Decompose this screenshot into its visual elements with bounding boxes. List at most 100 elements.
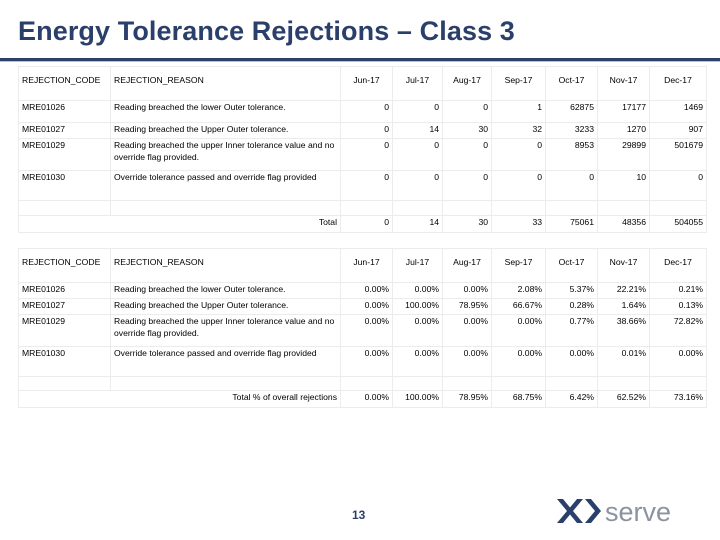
empty-cell [649, 200, 707, 216]
logo-wordmark: serve [605, 497, 671, 527]
total-row: Total % of overall rejections 0.00% 100.00… [18, 390, 707, 408]
rejection-reason: Reading breached the Upper Outer toleran… [110, 298, 341, 315]
table-cell: 10 [597, 170, 650, 201]
table-cell: 0.00% [442, 282, 492, 299]
table-cell: 0 [340, 100, 393, 123]
table-row: MRE01029 Reading breached the upper Inner… [18, 138, 707, 171]
empty-cell [442, 200, 492, 216]
empty-cell [442, 376, 492, 391]
rejection-code: MRE01030 [18, 346, 111, 377]
table-cell: 2.08% [491, 282, 546, 299]
table-cell: 1469 [649, 100, 707, 123]
total-value: 73.16% [649, 390, 707, 408]
table-cell: 0.00% [392, 282, 443, 299]
table-header-row: REJECTION_CODE REJECTION_REASON Jun-17 Jul-… [18, 66, 707, 101]
table-cell: 30 [442, 122, 492, 139]
rejection-reason: Reading breached the lower Outer toleran… [110, 100, 341, 123]
rejection-reason: Reading breached the lower Outer toleran… [110, 282, 341, 299]
table-cell: 0.00% [340, 282, 393, 299]
total-value: 68.75% [491, 390, 546, 408]
table-cell: 0 [442, 138, 492, 171]
table-cell: 0.00% [649, 346, 707, 377]
table-cell: 0.00% [491, 346, 546, 377]
table-cell: 0.00% [442, 314, 492, 347]
empty-cell [491, 200, 546, 216]
table-cell: 0.28% [545, 298, 598, 315]
column-header: Dec-17 [649, 66, 707, 101]
table-cell: 0 [392, 170, 443, 201]
column-header: REJECTION_CODE [18, 66, 111, 101]
total-value: 0.00% [340, 390, 393, 408]
empty-cell [340, 376, 393, 391]
column-header: Jun-17 [340, 248, 393, 283]
empty-cell [545, 376, 598, 391]
empty-cell [597, 200, 650, 216]
rejection-counts-table: REJECTION_CODE REJECTION_REASON Jun-17 Jul-… [18, 66, 707, 233]
rejection-code: MRE01029 [18, 138, 111, 171]
empty-cell [18, 200, 111, 216]
column-header: Jul-17 [392, 248, 443, 283]
table-cell: 0.00% [545, 346, 598, 377]
empty-cell [649, 376, 707, 391]
column-header: Jun-17 [340, 66, 393, 101]
table-cell: 1 [491, 100, 546, 123]
table-cell: 0 [392, 138, 443, 171]
empty-cell [392, 200, 443, 216]
table-row: MRE01029 Reading breached the upper Inner… [18, 314, 707, 347]
spacer-row [18, 376, 707, 391]
table-cell: 0 [392, 100, 443, 123]
spacer-row [18, 200, 707, 216]
table-cell: 0.00% [491, 314, 546, 347]
table-cell: 0 [491, 138, 546, 171]
total-value: 48356 [597, 215, 650, 233]
empty-cell [392, 376, 443, 391]
column-header: Jul-17 [392, 66, 443, 101]
table-cell: 0.01% [597, 346, 650, 377]
total-value: 33 [491, 215, 546, 233]
table-cell: 0 [340, 122, 393, 139]
total-label: Total % of overall rejections [18, 390, 341, 408]
table-cell: 22.21% [597, 282, 650, 299]
column-header: Aug-17 [442, 248, 492, 283]
table-cell: 0.00% [340, 314, 393, 347]
table-cell: 0 [491, 170, 546, 201]
title-rule-shadow [0, 61, 720, 62]
rejection-code: MRE01030 [18, 170, 111, 201]
table-cell: 62875 [545, 100, 598, 123]
rejection-reason: Reading breached the upper Inner toleran… [110, 138, 341, 171]
page-number: 13 [352, 508, 366, 522]
empty-cell [491, 376, 546, 391]
total-value: 100.00% [392, 390, 443, 408]
column-header: Sep-17 [491, 248, 546, 283]
table-cell: 0.00% [340, 346, 393, 377]
total-value: 6.42% [545, 390, 598, 408]
table-row: MRE01026 Reading breached the lower Outer… [18, 282, 707, 299]
table-header-row: REJECTION_CODE REJECTION_REASON Jun-17 Jul-… [18, 248, 707, 283]
table-cell: 0 [340, 170, 393, 201]
table-row: MRE01030 Override tolerance passed and ov… [18, 346, 707, 377]
table-cell: 0.77% [545, 314, 598, 347]
table-cell: 0 [649, 170, 707, 201]
table-cell: 0.00% [392, 346, 443, 377]
total-value: 62.52% [597, 390, 650, 408]
column-header: Aug-17 [442, 66, 492, 101]
empty-cell [18, 376, 111, 391]
rejection-code: MRE01026 [18, 282, 111, 299]
xoserve-logo: serve [557, 497, 671, 527]
column-header: Dec-17 [649, 248, 707, 283]
rejection-reason: Reading breached the upper Inner toleran… [110, 314, 341, 347]
table-row: MRE01026 Reading breached the lower Outer… [18, 100, 707, 123]
table-cell: 501679 [649, 138, 707, 171]
table-cell: 3233 [545, 122, 598, 139]
empty-cell [545, 200, 598, 216]
column-header: Oct-17 [545, 66, 598, 101]
rejection-code: MRE01026 [18, 100, 111, 123]
column-header: REJECTION_REASON [110, 66, 341, 101]
table-cell: 78.95% [442, 298, 492, 315]
table-cell: 0 [340, 138, 393, 171]
empty-cell [597, 376, 650, 391]
table-cell: 100.00% [392, 298, 443, 315]
rejection-code: MRE01029 [18, 314, 111, 347]
rejection-code: MRE01027 [18, 122, 111, 139]
total-value: 0 [340, 215, 393, 233]
